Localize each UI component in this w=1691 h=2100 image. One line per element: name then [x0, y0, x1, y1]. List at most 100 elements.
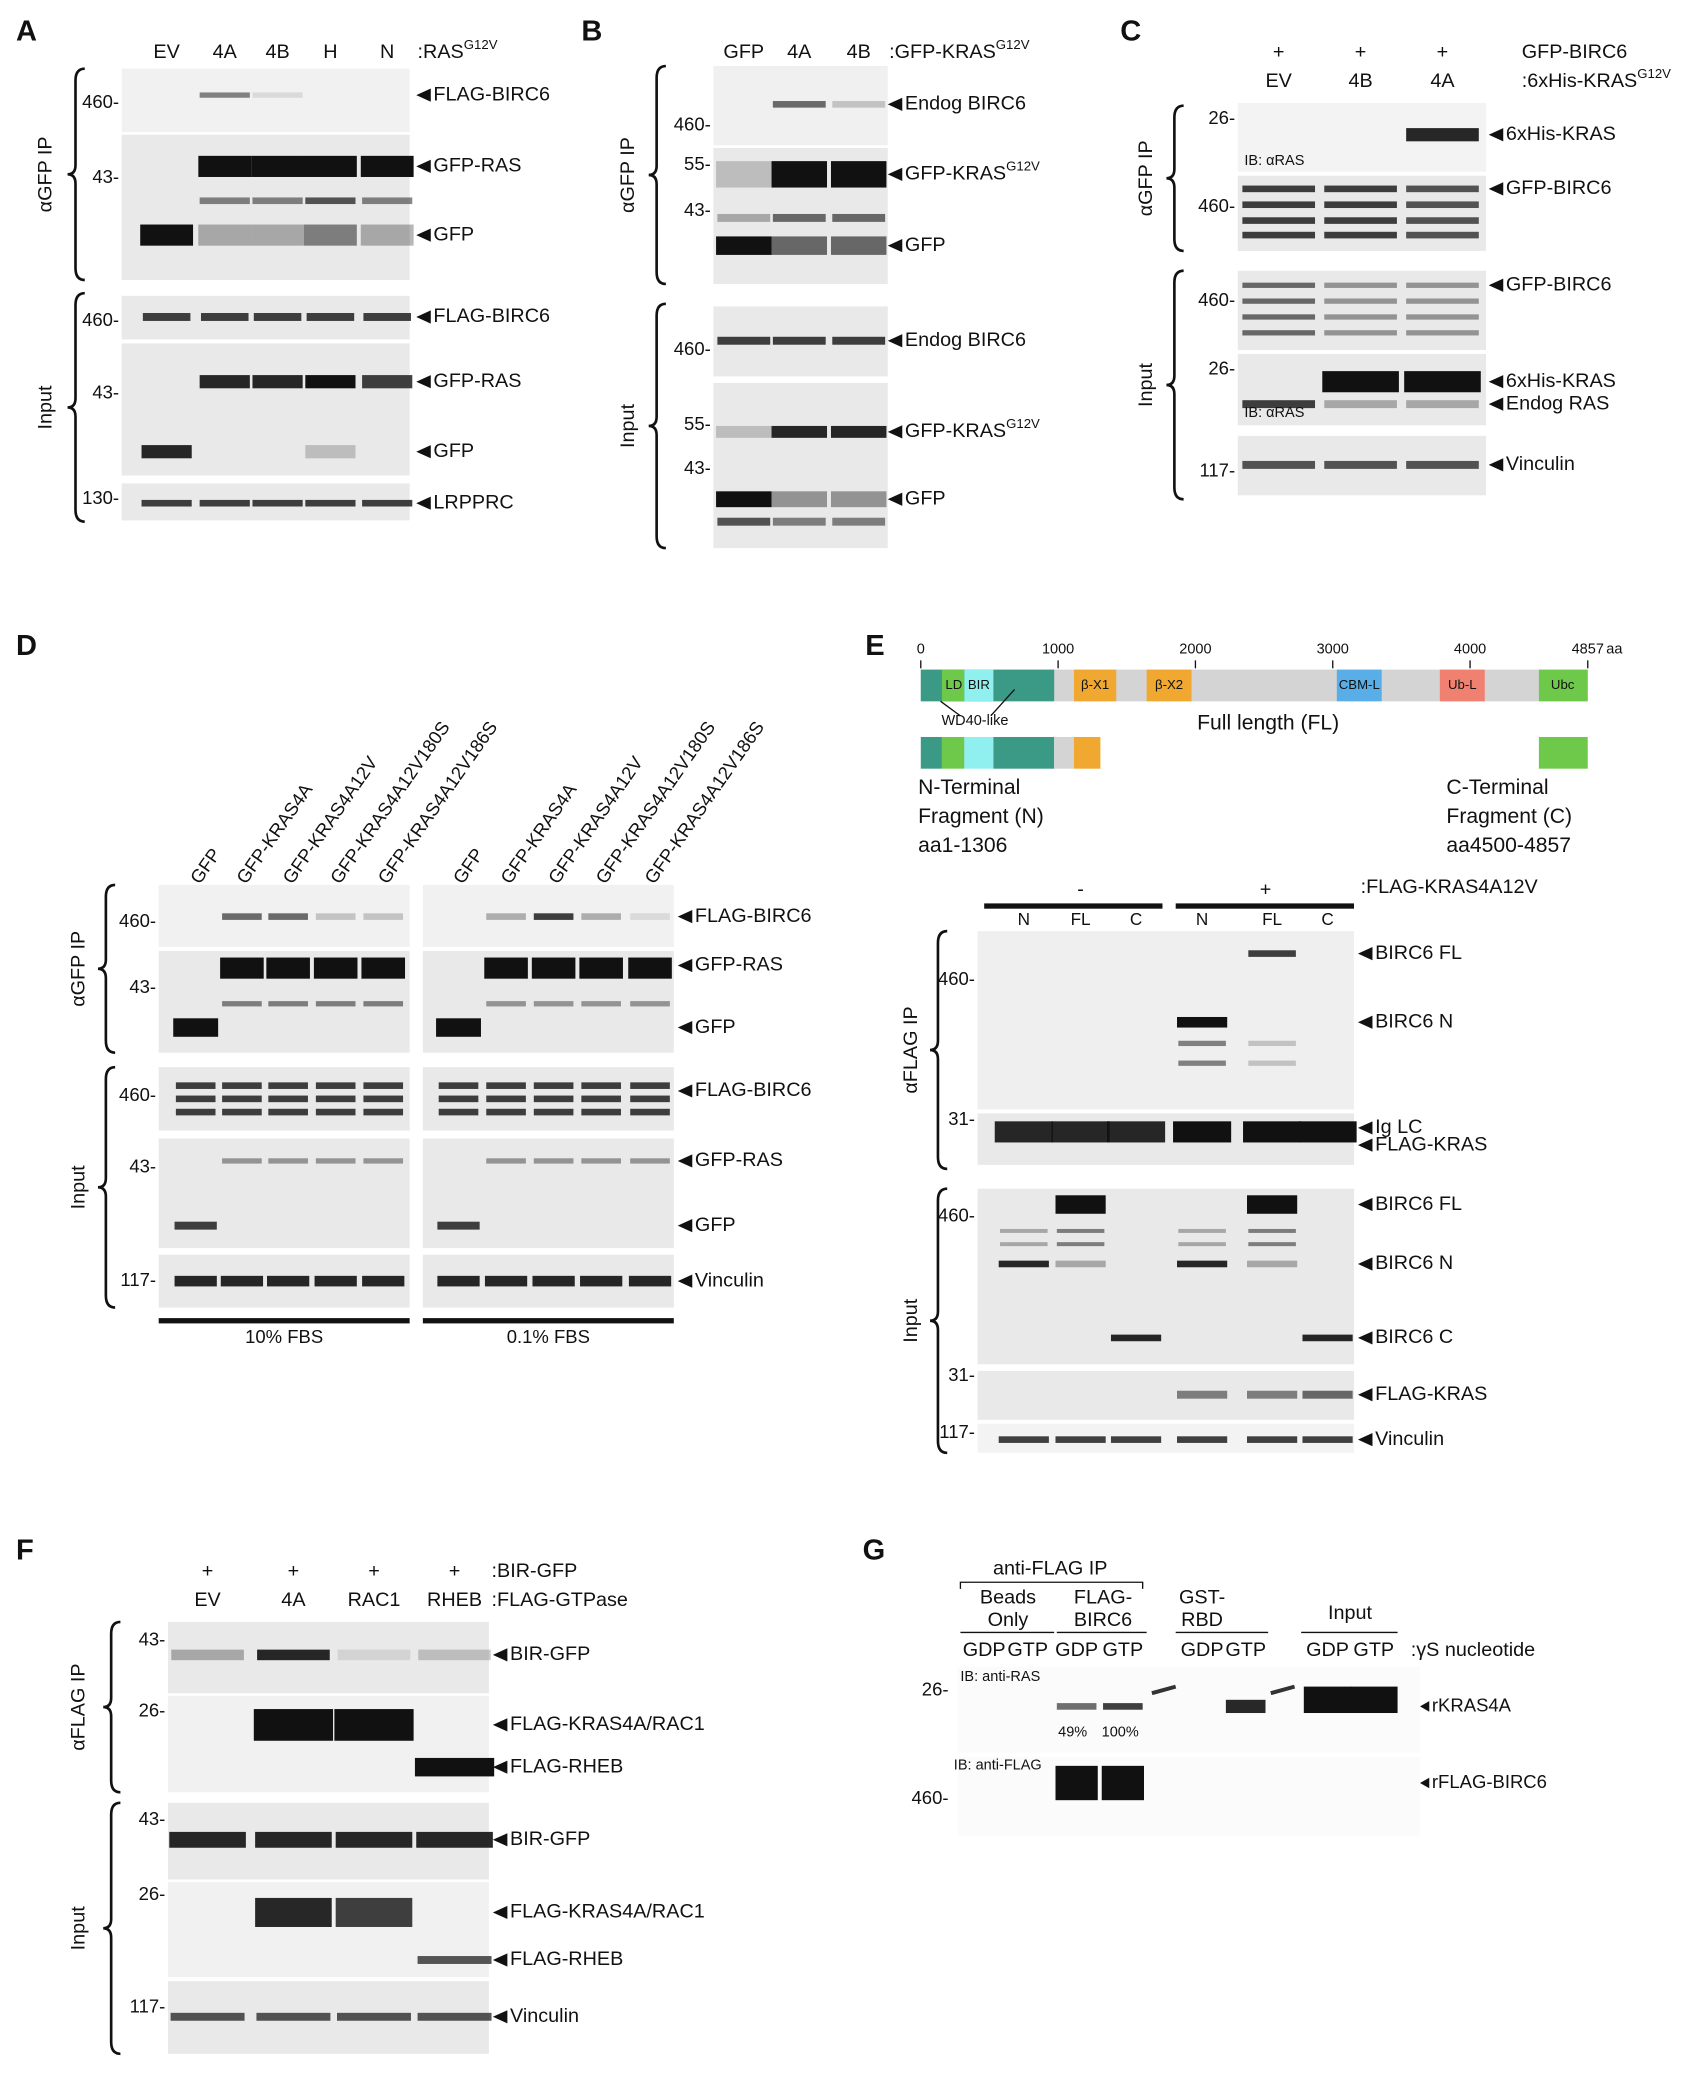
band	[772, 213, 826, 222]
band	[716, 425, 772, 438]
arrowhead	[887, 492, 903, 506]
mw-marker: 26-	[922, 1678, 949, 1699]
lane-label: GFP	[186, 844, 225, 887]
brace	[103, 1801, 121, 2056]
panel-letter: G	[863, 1535, 886, 1567]
band	[200, 313, 249, 321]
band	[335, 1897, 413, 1927]
section-label: αGFP IP	[68, 931, 90, 1007]
band	[1178, 1060, 1226, 1066]
band	[1055, 1436, 1106, 1443]
scale-label: 3000	[1317, 642, 1349, 658]
band	[305, 445, 356, 459]
fragment-label: N-Terminal	[918, 776, 1020, 799]
lane-key: :γS nucleotide	[1411, 1639, 1535, 1661]
band	[830, 491, 887, 508]
band	[1000, 1242, 1048, 1247]
band	[199, 92, 250, 98]
mw-marker: 43-	[139, 1808, 166, 1829]
panel-letter: B	[581, 16, 602, 48]
band	[1248, 950, 1296, 957]
blot	[957, 1756, 1421, 1836]
arrowhead	[1357, 946, 1373, 961]
band	[253, 1709, 334, 1741]
domain-label: β-X1	[1081, 677, 1109, 692]
band	[363, 1158, 404, 1164]
band	[171, 1649, 244, 1661]
lane-key: :BIR-GFP	[492, 1560, 578, 1582]
domain-bir	[964, 669, 994, 702]
arrowhead	[1357, 1257, 1373, 1271]
target-label: GFP	[695, 1016, 736, 1038]
band	[533, 1082, 574, 1089]
band	[484, 957, 528, 979]
target-label: GFP	[433, 440, 474, 462]
band	[1406, 460, 1479, 469]
target-label: 6xHis-KRAS	[1506, 370, 1616, 392]
band	[717, 336, 771, 345]
domain-ubl	[1439, 669, 1485, 702]
band	[830, 425, 887, 438]
arrowhead	[416, 375, 431, 389]
target-label: rKRAS4A	[1432, 1694, 1512, 1715]
band	[486, 1095, 526, 1103]
band	[169, 1831, 246, 1848]
arrowhead	[1357, 1138, 1373, 1152]
lane-key: :FLAG-GTPase	[492, 1589, 628, 1611]
lane-label: C	[1321, 909, 1333, 929]
section-label: αGFP IP	[1135, 140, 1157, 216]
band	[362, 1275, 405, 1287]
band	[198, 155, 252, 177]
band	[486, 1082, 526, 1089]
band	[268, 1095, 308, 1103]
band	[1324, 201, 1397, 209]
band	[142, 313, 191, 321]
band	[1406, 298, 1479, 304]
band	[199, 197, 250, 205]
band	[175, 1108, 216, 1116]
band	[363, 1082, 404, 1089]
target-label: rFLAG-BIRC6	[1432, 1771, 1547, 1792]
band	[315, 1108, 356, 1116]
fragment-label: Fragment (C)	[1446, 805, 1572, 828]
band	[315, 913, 356, 920]
band	[1248, 1228, 1296, 1233]
arrowhead	[1488, 375, 1504, 389]
lane-label: +	[368, 1560, 380, 1582]
fragment-seg	[941, 736, 965, 769]
target-label: BIRC6 N	[1375, 1252, 1453, 1274]
target-label: FLAG-RHEB	[510, 1948, 623, 1970]
lane-label: GTP	[1353, 1639, 1394, 1661]
band	[1110, 1334, 1162, 1342]
lane-label: GDP	[1055, 1639, 1098, 1661]
lane-label: C	[1130, 909, 1142, 929]
band	[1177, 1436, 1228, 1443]
lane-label: 4A	[213, 41, 238, 63]
treatment-bar	[984, 903, 1163, 909]
band	[257, 1649, 330, 1661]
arrowhead	[1357, 1331, 1373, 1345]
brace	[929, 1187, 948, 1455]
target-label: GFP-RAS	[695, 954, 783, 976]
band	[222, 1095, 262, 1103]
mw-marker: 117-	[120, 1269, 156, 1290]
band	[1177, 1260, 1228, 1268]
band	[1406, 282, 1479, 288]
band	[140, 224, 194, 246]
lane-label: EV	[153, 41, 180, 63]
band	[484, 1275, 528, 1287]
band	[1303, 1686, 1352, 1714]
label-text: :RAS	[418, 41, 464, 63]
quantification: 49%	[1058, 1725, 1087, 1741]
band	[361, 957, 406, 979]
band	[417, 2012, 492, 2021]
band	[1406, 217, 1479, 224]
lane-label: FL	[1071, 909, 1091, 929]
brace	[67, 67, 85, 282]
band	[531, 957, 576, 979]
band	[199, 499, 250, 507]
lane-key: GFP-BIRC6	[1522, 41, 1628, 63]
band	[1324, 314, 1397, 320]
band	[1000, 1228, 1048, 1233]
